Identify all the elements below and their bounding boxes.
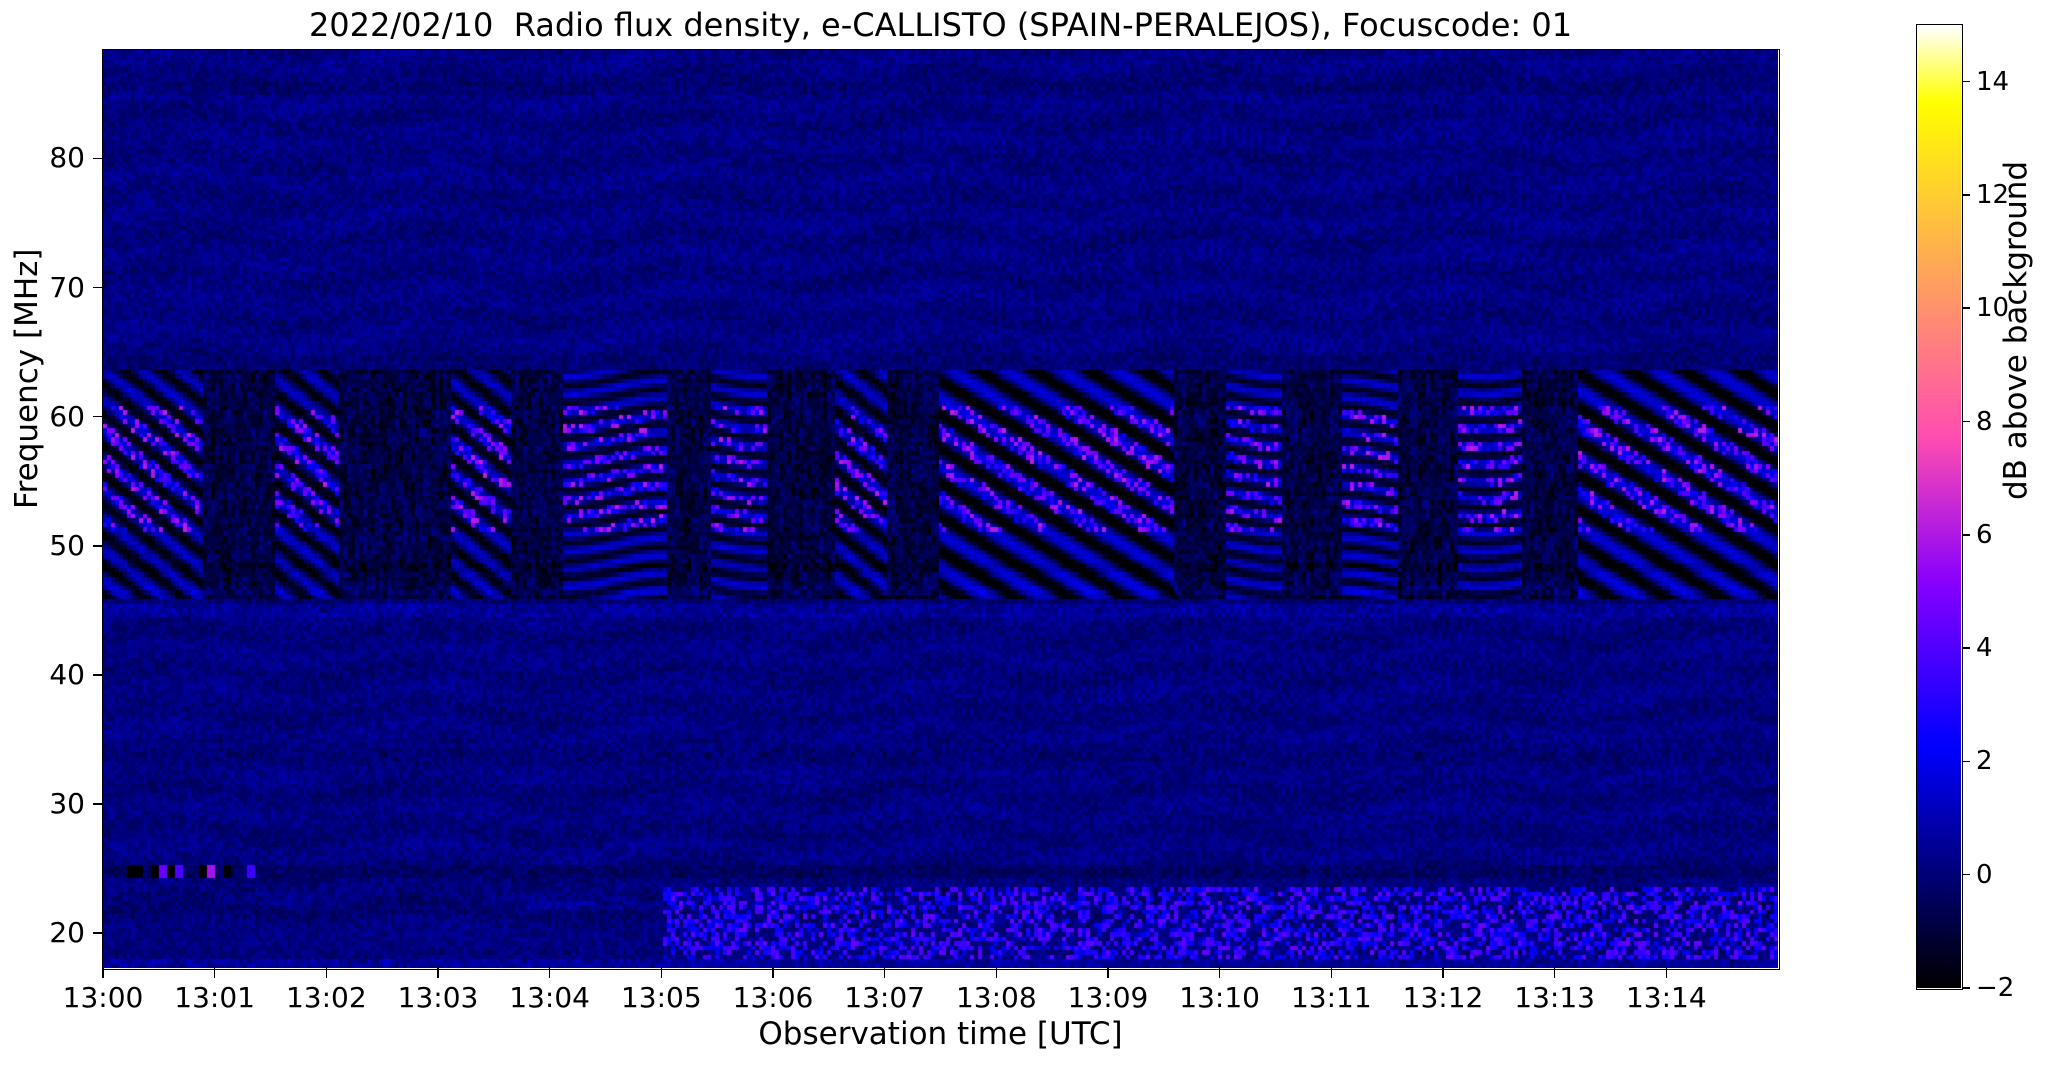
- colorbar-tick-mark: [1962, 307, 1970, 309]
- x-tick-mark: [102, 968, 104, 978]
- spectrogram-canvas: [103, 50, 1778, 968]
- x-tick-mark: [883, 968, 886, 978]
- colorbar-tick-label: 8: [1976, 406, 1993, 437]
- y-tick-mark: [93, 157, 103, 160]
- colorbar-tick-mark: [1962, 194, 1970, 196]
- y-tick-mark: [93, 286, 103, 289]
- y-tick-label: 70: [49, 270, 85, 304]
- colorbar-tick-mark: [1962, 873, 1970, 876]
- x-tick-label: 13:08: [955, 981, 1037, 1014]
- colorbar-tick-mark: [1962, 987, 1970, 989]
- x-tick-label: 13:06: [732, 981, 814, 1014]
- y-tick-mark: [93, 415, 103, 418]
- x-tick-mark: [660, 968, 663, 978]
- colorbar-tick-mark: [1962, 760, 1970, 763]
- x-tick-mark: [995, 968, 998, 978]
- x-tick-mark: [1330, 968, 1333, 978]
- x-tick-mark: [1218, 968, 1221, 978]
- y-tick-label: 60: [49, 399, 85, 433]
- x-tick-mark: [548, 968, 551, 978]
- plot-title: 2022/02/10 Radio flux density, e-CALLIST…: [308, 6, 1573, 44]
- y-tick-label: 30: [49, 787, 85, 821]
- colorbar-tick-label: 4: [1976, 633, 1993, 664]
- colorbar-canvas: [1917, 25, 1961, 988]
- x-tick-label: 13:13: [1514, 981, 1595, 1014]
- y-tick-mark: [93, 803, 103, 805]
- x-tick-label: 13:14: [1625, 981, 1707, 1014]
- colorbar-tick-mark: [1962, 420, 1970, 423]
- x-tick-label: 13:01: [174, 981, 255, 1014]
- colorbar-tick-label: 2: [1976, 746, 1993, 777]
- x-tick-label: 13:07: [844, 981, 925, 1014]
- x-tick-label: 13:02: [285, 981, 367, 1014]
- x-tick-label: 13:04: [509, 981, 590, 1014]
- x-tick-mark: [325, 968, 328, 978]
- x-axis-label: Observation time [UTC]: [758, 1016, 1123, 1052]
- y-tick-label: 20: [49, 916, 85, 950]
- x-tick-label: 13:09: [1067, 981, 1149, 1014]
- colorbar-tick-label: 6: [1976, 519, 1993, 550]
- colorbar-tick-label: 14: [1976, 66, 2010, 97]
- y-tick-mark: [93, 545, 103, 547]
- colorbar-tick-label: 12: [1976, 179, 2010, 210]
- y-tick-label: 50: [49, 528, 85, 562]
- x-tick-label: 13:10: [1179, 981, 1260, 1014]
- x-tick-label: 13:12: [1402, 981, 1484, 1014]
- y-tick-mark: [93, 674, 103, 676]
- x-tick-mark: [1553, 968, 1556, 978]
- y-tick-mark: [93, 932, 103, 934]
- x-tick-label: 13:11: [1290, 981, 1372, 1014]
- x-tick-mark: [1107, 968, 1109, 978]
- y-tick-label: 40: [49, 657, 85, 691]
- x-tick-label: 13:03: [397, 981, 479, 1014]
- x-tick-label: 13:05: [620, 981, 702, 1014]
- colorbar-tick-label: 10: [1976, 293, 2010, 324]
- y-tick-label: 80: [49, 141, 85, 175]
- colorbar-tick-label: −2: [1976, 973, 2015, 1003]
- x-tick-mark: [1442, 968, 1444, 978]
- colorbar-tick-mark: [1962, 534, 1970, 536]
- x-tick-mark: [437, 968, 439, 978]
- x-tick-label: 13:00: [62, 981, 144, 1014]
- x-tick-mark: [213, 968, 216, 978]
- colorbar-tick-label: 0: [1976, 859, 1993, 890]
- x-tick-mark: [772, 968, 774, 978]
- x-tick-mark: [1665, 968, 1668, 978]
- colorbar-tick-mark: [1962, 80, 1970, 83]
- colorbar-tick-mark: [1962, 647, 1970, 649]
